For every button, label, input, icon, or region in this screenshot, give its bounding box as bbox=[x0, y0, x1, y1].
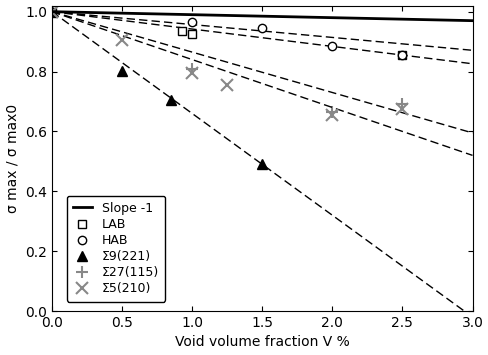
X-axis label: Void volume fraction V %: Void volume fraction V % bbox=[175, 335, 349, 349]
Legend: Slope -1, LAB, HAB, Σ9(221), Σ27(115), Σ5(210): Slope -1, LAB, HAB, Σ9(221), Σ27(115), Σ… bbox=[66, 196, 165, 302]
Y-axis label: σ max / σ max0: σ max / σ max0 bbox=[5, 104, 20, 213]
